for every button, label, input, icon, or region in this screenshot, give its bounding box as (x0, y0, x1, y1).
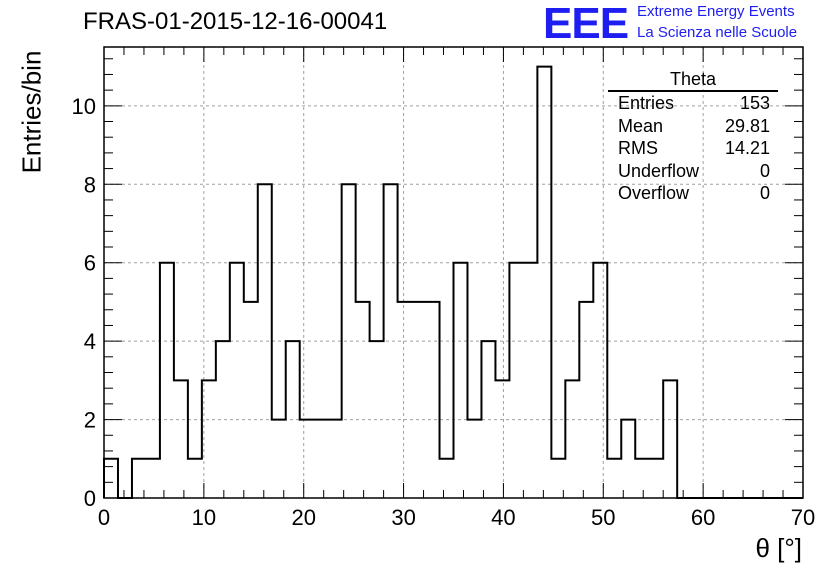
y-tick-label: 0 (84, 486, 96, 511)
eee-logo: EEE (543, 0, 629, 48)
y-tick-label: 6 (84, 251, 96, 276)
stats-row: Entries 153 (608, 92, 778, 115)
stats-row: Mean 29.81 (608, 115, 778, 138)
x-tick-label: 40 (491, 505, 515, 530)
x-tick-label: 60 (691, 505, 715, 530)
stats-label: RMS (618, 138, 658, 158)
stats-box: Theta Entries 153 Mean 29.81 RMS 14.21 Unde… (608, 68, 778, 205)
chart-title: FRAS-01-2015-12-16-00041 (83, 8, 388, 35)
y-tick-label: 2 (84, 408, 96, 433)
stats-value: 14.21 (724, 138, 770, 158)
stats-value: 29.81 (724, 115, 770, 136)
y-tick-label: 10 (72, 94, 96, 119)
stats-title: Theta (608, 68, 778, 92)
x-tick-label: 50 (591, 505, 615, 530)
stats-value: 0 (759, 160, 770, 181)
stats-label: Mean (618, 115, 664, 136)
stats-row: RMS 14.21 (608, 137, 778, 160)
x-tick-label: 10 (192, 505, 216, 530)
x-tick-label: 0 (98, 505, 110, 530)
stats-value: 0 (759, 183, 770, 203)
plot-frame (103, 46, 804, 499)
stats-label: Underflow (618, 160, 700, 181)
stats-value: 153 (739, 93, 770, 113)
x-tick-label: 70 (791, 505, 815, 530)
histogram-series (103, 65, 803, 499)
axes: 0 10 20 30 40 50 60 70 0 2 4 6 8 10 (72, 46, 815, 530)
histogram-outline (103, 65, 803, 499)
logo-subtitle-line2: La Scienza nelle Scuole (637, 24, 798, 41)
y-tick-label: 4 (84, 329, 96, 354)
stats-label: Entries (618, 93, 675, 113)
x-tick-label: 30 (391, 505, 415, 530)
y-tick-label: 8 (84, 172, 96, 197)
y-axis-label: Entries/bin (16, 50, 47, 174)
stats-row: Overflow 0 (608, 182, 778, 205)
stats-row: Underflow 0 (608, 160, 778, 183)
stats-label: Overflow (618, 183, 690, 203)
x-tick-label: 20 (291, 505, 315, 530)
x-axis-label: θ [°] (755, 533, 802, 563)
logo-subtitle-line1: Extreme Energy Events (637, 3, 795, 20)
